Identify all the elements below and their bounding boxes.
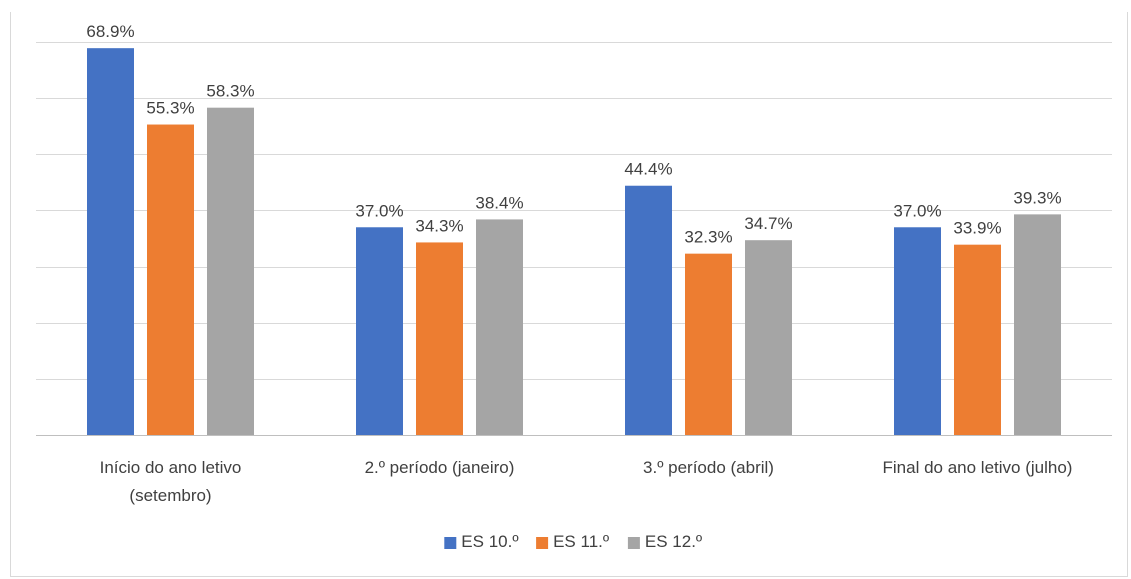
data-label: 55.3% (146, 99, 194, 118)
legend-label: ES 12.º (645, 532, 702, 551)
data-label: 37.0% (893, 201, 941, 220)
x-tick-label: Final do ano letivo (julho) (883, 458, 1073, 477)
x-tick-label: 3.º período (abril) (643, 458, 774, 477)
x-tick-label: (setembro) (129, 486, 211, 505)
legend-swatch (627, 537, 640, 549)
bar (476, 219, 523, 435)
bar (87, 48, 134, 435)
legend-label: ES 10.º (461, 532, 518, 551)
data-label: 34.3% (415, 216, 463, 235)
legend-swatch (536, 537, 549, 549)
x-tick-label: Início do ano letivo (100, 458, 242, 477)
data-label: 33.9% (953, 219, 1001, 238)
data-label: 58.3% (206, 82, 254, 101)
bar (745, 240, 792, 435)
bar (207, 107, 254, 436)
data-label: 34.7% (744, 214, 792, 233)
data-label: 32.3% (684, 228, 732, 247)
legend-label: ES 11.º (553, 532, 609, 551)
bar (356, 227, 403, 435)
bar (685, 253, 732, 435)
x-tick-label: 2.º período (janeiro) (365, 458, 515, 477)
data-label: 39.3% (1013, 188, 1061, 207)
bar (416, 242, 463, 435)
data-label: 37.0% (355, 201, 403, 220)
bar (1014, 214, 1061, 435)
bar (954, 244, 1001, 435)
bar (625, 185, 672, 435)
data-label: 38.4% (475, 193, 523, 212)
data-label: 44.4% (624, 160, 672, 179)
bar (147, 124, 194, 435)
bar (894, 227, 941, 435)
chart-frame (10, 12, 1128, 577)
data-label: 68.9% (86, 22, 134, 41)
legend-swatch (444, 537, 457, 549)
